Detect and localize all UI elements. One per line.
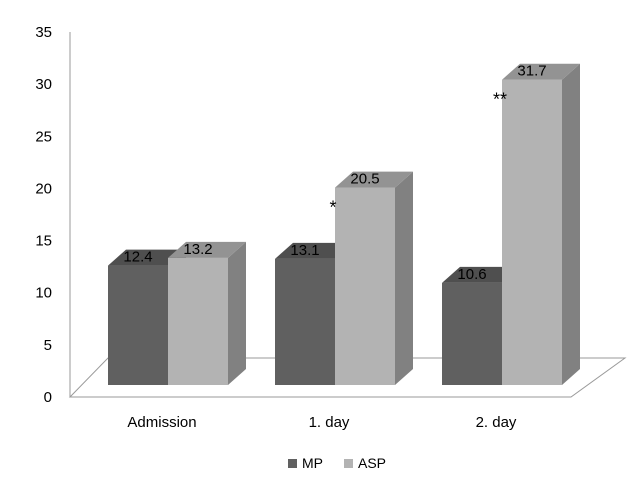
bar-asp-1 xyxy=(168,241,246,385)
y-tick-label: 25 xyxy=(35,128,52,145)
bar-top xyxy=(275,242,353,259)
bar-top xyxy=(335,171,413,188)
data-label: 20.5 xyxy=(350,171,379,188)
bar-top xyxy=(108,249,186,266)
bar-top xyxy=(168,241,246,258)
legend: MP ASP xyxy=(288,455,386,471)
significance-annotations: *** xyxy=(329,90,507,218)
legend-label: MP xyxy=(302,455,323,471)
significance-marker: ** xyxy=(493,90,507,110)
y-tick-label: 10 xyxy=(35,285,52,302)
bar-asp-3 xyxy=(502,63,580,385)
data-label: 13.1 xyxy=(290,242,319,259)
category-label: 2. day xyxy=(476,414,517,431)
bar-top xyxy=(442,266,520,283)
legend-swatch xyxy=(288,459,297,468)
data-labels: 12.4 13.2 13.1 20.5 10.6 31.7 xyxy=(123,63,546,283)
y-tick-label: 30 xyxy=(35,76,52,93)
legend-item-asp: ASP xyxy=(344,455,386,471)
y-axis-ticks: 0 5 10 15 20 25 30 35 xyxy=(35,24,52,406)
data-label: 10.6 xyxy=(457,266,486,283)
legend-item-mp: MP xyxy=(288,455,323,471)
legend-label: ASP xyxy=(358,455,386,471)
category-label: Admission xyxy=(127,414,196,431)
y-tick-label: 35 xyxy=(35,24,52,41)
category-label: 1. day xyxy=(309,414,350,431)
y-tick-label: 5 xyxy=(44,337,52,354)
bar-top xyxy=(502,63,580,80)
bar-side xyxy=(228,241,246,385)
bars xyxy=(108,63,580,385)
bar-front xyxy=(502,79,562,385)
data-label: 12.4 xyxy=(123,249,152,266)
bar-front xyxy=(108,265,168,385)
significance-marker: * xyxy=(329,198,336,218)
bar-front xyxy=(335,187,395,385)
data-label: 13.2 xyxy=(183,241,212,258)
category-labels: Admission 1. day 2. day xyxy=(127,414,517,431)
bar-side xyxy=(395,171,413,385)
bar-front xyxy=(275,258,335,385)
data-label: 31.7 xyxy=(517,63,546,80)
bar-asp-2 xyxy=(335,171,413,385)
bar-side xyxy=(562,63,580,385)
legend-swatch xyxy=(344,459,353,468)
y-tick-label: 15 xyxy=(35,233,52,250)
bar-front xyxy=(442,282,502,385)
y-tick-label: 20 xyxy=(35,180,52,197)
y-tick-label: 0 xyxy=(44,389,52,406)
bar-front xyxy=(168,257,228,385)
